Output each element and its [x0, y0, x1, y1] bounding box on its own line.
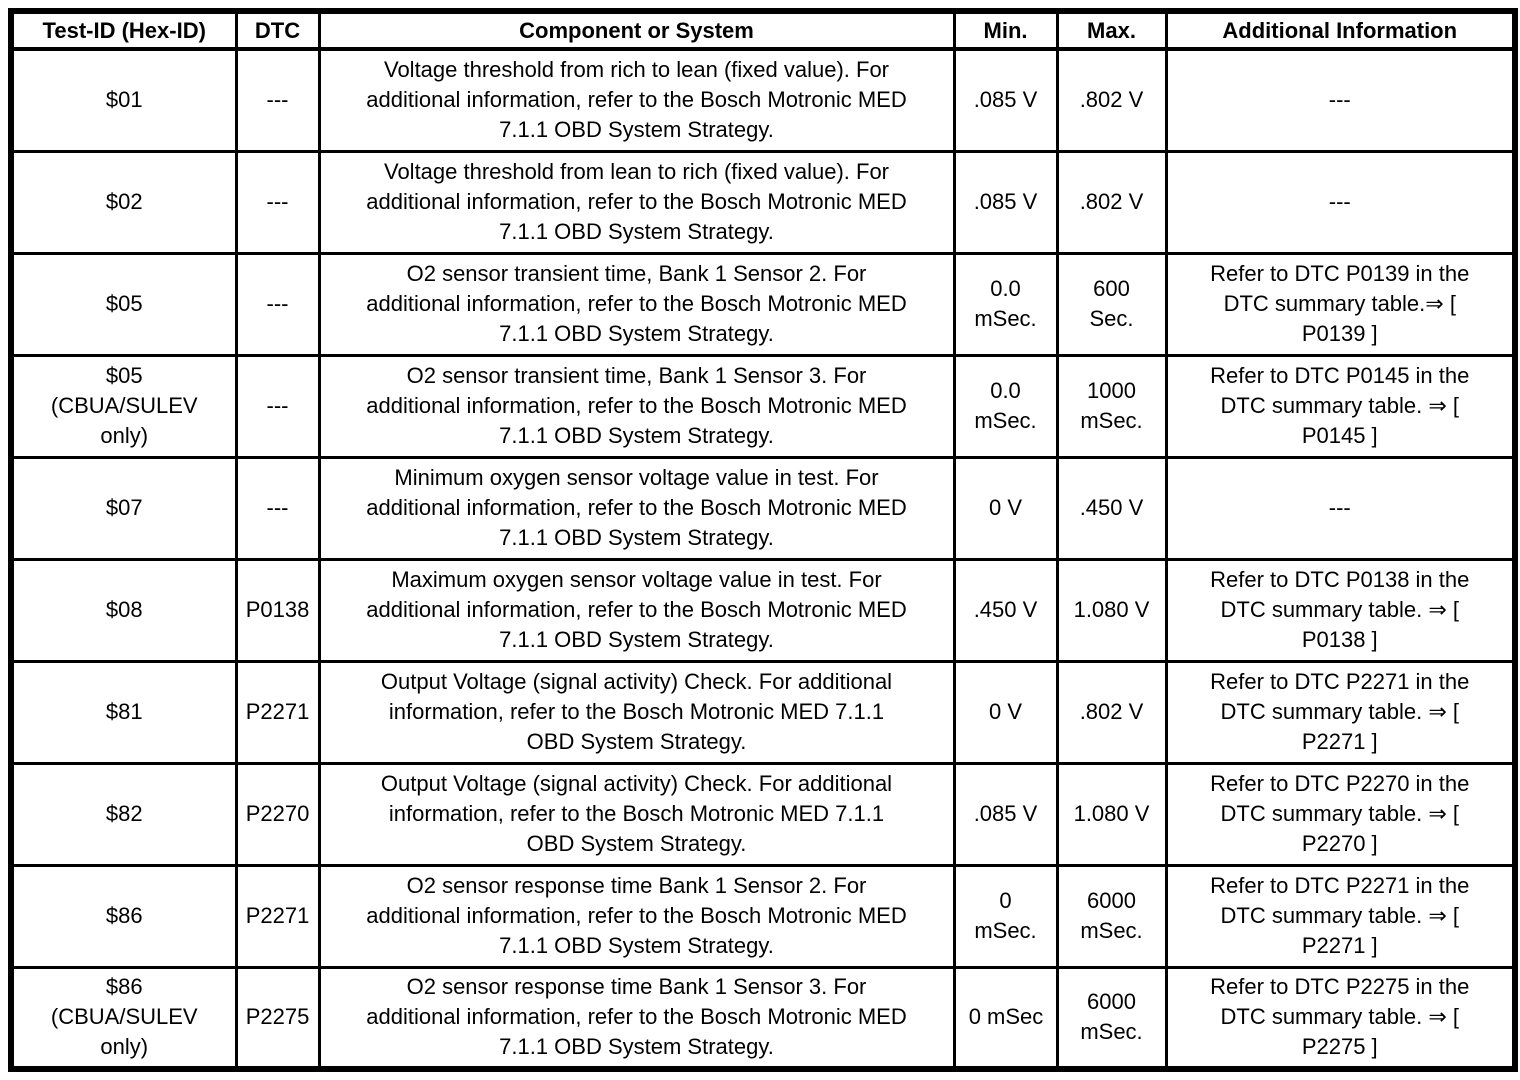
cell-test-id: $05: [9, 251, 238, 357]
table-row: $05 --- O2 sensor transient time, Bank 1…: [9, 251, 1517, 357]
cell-component-or-system: O2 sensor response time Bank 1 Sensor 3.…: [317, 965, 956, 1071]
cell-min-value: .085 V: [952, 761, 1059, 867]
column-header-max: Max.: [1055, 9, 1168, 51]
cell-min-value: .450 V: [952, 557, 1059, 663]
column-header-component-or-system: Component or System: [317, 9, 956, 51]
cell-dtc: ---: [234, 251, 321, 357]
table-row: $05 (CBUA/SULEV only) --- O2 sensor tran…: [9, 353, 1517, 459]
column-header-test-id: Test-ID (Hex-ID): [9, 9, 238, 51]
cell-component-or-system: Voltage threshold from lean to rich (fix…: [317, 149, 956, 255]
cell-component-or-system: Maximum oxygen sensor voltage value in t…: [317, 557, 956, 663]
cell-dtc: P2270: [234, 761, 321, 867]
cell-max-value: 600 Sec.: [1055, 251, 1168, 357]
cell-additional-information: Refer to DTC P0145 in the DTC summary ta…: [1164, 353, 1517, 459]
table-row: $82 P2270 Output Voltage (signal activit…: [9, 761, 1517, 867]
cell-dtc: ---: [234, 455, 321, 561]
cell-additional-information: ---: [1164, 455, 1517, 561]
cell-min-value: .085 V: [952, 149, 1059, 255]
cell-additional-information: Refer to DTC P2275 in the DTC summary ta…: [1164, 965, 1517, 1071]
cell-component-or-system: O2 sensor transient time, Bank 1 Sensor …: [317, 353, 956, 459]
cell-max-value: .802 V: [1055, 659, 1168, 765]
column-header-min: Min.: [952, 9, 1059, 51]
cell-test-id: $81: [9, 659, 238, 765]
cell-max-value: 6000 mSec.: [1055, 965, 1168, 1071]
table-row: $07 --- Minimum oxygen sensor voltage va…: [9, 455, 1517, 561]
cell-max-value: 1.080 V: [1055, 557, 1168, 663]
table-row: $01 --- Voltage threshold from rich to l…: [9, 47, 1517, 153]
cell-max-value: .802 V: [1055, 47, 1168, 153]
cell-test-id: $86: [9, 863, 238, 969]
cell-min-value: 0.0 mSec.: [952, 251, 1059, 357]
cell-additional-information: Refer to DTC P0138 in the DTC summary ta…: [1164, 557, 1517, 663]
cell-component-or-system: Output Voltage (signal activity) Check. …: [317, 761, 956, 867]
table-row: $08 P0138 Maximum oxygen sensor voltage …: [9, 557, 1517, 663]
cell-dtc: P2271: [234, 863, 321, 969]
cell-min-value: .085 V: [952, 47, 1059, 153]
table-row: $81 P2271 Output Voltage (signal activit…: [9, 659, 1517, 765]
cell-additional-information: Refer to DTC P2271 in the DTC summary ta…: [1164, 863, 1517, 969]
cell-min-value: 0.0 mSec.: [952, 353, 1059, 459]
cell-component-or-system: Output Voltage (signal activity) Check. …: [317, 659, 956, 765]
cell-additional-information: ---: [1164, 149, 1517, 255]
cell-max-value: 6000 mSec.: [1055, 863, 1168, 969]
cell-test-id: $01: [9, 47, 238, 153]
column-header-dtc: DTC: [234, 9, 321, 51]
cell-additional-information: Refer to DTC P0139 in the DTC summary ta…: [1164, 251, 1517, 357]
cell-additional-information: Refer to DTC P2271 in the DTC summary ta…: [1164, 659, 1517, 765]
cell-dtc: ---: [234, 149, 321, 255]
cell-dtc: P0138: [234, 557, 321, 663]
diagnostic-test-table: Test-ID (Hex-ID) DTC Component or System…: [8, 8, 1518, 1072]
header-row: Test-ID (Hex-ID) DTC Component or System…: [9, 9, 1517, 51]
cell-max-value: .802 V: [1055, 149, 1168, 255]
cell-component-or-system: O2 sensor response time Bank 1 Sensor 2.…: [317, 863, 956, 969]
cell-test-id: $07: [9, 455, 238, 561]
table-row: $86 (CBUA/SULEV only) P2275 O2 sensor re…: [9, 965, 1517, 1071]
column-header-additional-information: Additional Information: [1164, 9, 1517, 51]
cell-test-id: $86 (CBUA/SULEV only): [9, 965, 238, 1071]
cell-min-value: 0 mSec: [952, 965, 1059, 1071]
cell-additional-information: Refer to DTC P2270 in the DTC summary ta…: [1164, 761, 1517, 867]
cell-test-id: $82: [9, 761, 238, 867]
cell-min-value: 0 V: [952, 455, 1059, 561]
cell-dtc: ---: [234, 353, 321, 459]
cell-max-value: 1000 mSec.: [1055, 353, 1168, 459]
cell-min-value: 0 V: [952, 659, 1059, 765]
cell-test-id: $05 (CBUA/SULEV only): [9, 353, 238, 459]
cell-dtc: P2275: [234, 965, 321, 1071]
cell-component-or-system: O2 sensor transient time, Bank 1 Sensor …: [317, 251, 956, 357]
cell-dtc: P2271: [234, 659, 321, 765]
cell-component-or-system: Voltage threshold from rich to lean (fix…: [317, 47, 956, 153]
cell-dtc: ---: [234, 47, 321, 153]
cell-test-id: $02: [9, 149, 238, 255]
cell-test-id: $08: [9, 557, 238, 663]
table-row: $02 --- Voltage threshold from lean to r…: [9, 149, 1517, 255]
cell-max-value: 1.080 V: [1055, 761, 1168, 867]
table-row: $86 P2271 O2 sensor response time Bank 1…: [9, 863, 1517, 969]
cell-min-value: 0 mSec.: [952, 863, 1059, 969]
cell-max-value: .450 V: [1055, 455, 1168, 561]
cell-additional-information: ---: [1164, 47, 1517, 153]
cell-component-or-system: Minimum oxygen sensor voltage value in t…: [317, 455, 956, 561]
